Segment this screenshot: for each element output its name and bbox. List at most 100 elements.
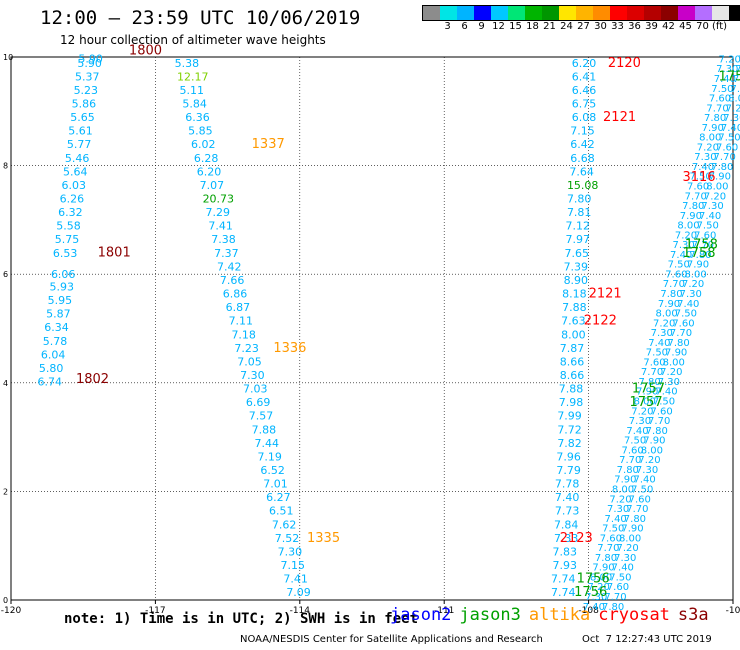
pass-time-label: 1801 <box>98 245 131 260</box>
wave-height-track-value: 7.70 <box>714 152 736 163</box>
scale-swatch <box>610 6 627 20</box>
scale-swatch <box>712 6 729 20</box>
wave-height-value: 7.81 <box>567 206 592 219</box>
wave-height-value: 7.87 <box>560 342 585 355</box>
wave-height-track-value: 7.40 <box>626 426 648 437</box>
scale-label: 45 <box>679 21 692 32</box>
wave-height-value: 15.08 <box>567 179 599 192</box>
scale-label: 6 <box>461 21 468 32</box>
wave-height-track-value: 7.20 <box>719 54 740 65</box>
wave-height-track-value: 7.50 <box>697 221 719 232</box>
wave-height-value: 7.15 <box>570 125 595 138</box>
wave-height-value: 6.03 <box>62 179 87 192</box>
wave-height-track-value: 7.40 <box>605 514 627 525</box>
wave-height-track-value: 7.80 <box>595 553 617 564</box>
wave-height-track-value: 8.00 <box>663 357 685 368</box>
wave-height-value: 7.05 <box>237 355 262 368</box>
wave-height-track-value: 7.80 <box>733 74 740 85</box>
wave-height-value: 5.93 <box>50 280 75 293</box>
scale-swatch <box>729 6 740 20</box>
scale-swatch <box>542 6 559 20</box>
wave-height-track-value: 7.90 <box>592 563 614 574</box>
chart-subtitle: 12 hour collection of altimeter wave hei… <box>60 33 326 47</box>
x-tick-label: -10 <box>726 606 740 616</box>
x-tick-label: -108 <box>578 606 599 616</box>
wave-height-track-value: 7.60 <box>607 582 629 593</box>
wave-height-track-value: 7.30 <box>672 240 694 251</box>
wave-height-track-value: 7.70 <box>641 367 663 378</box>
wave-height-track-value: 7.90 <box>680 211 702 222</box>
scale-label: 39 <box>645 21 658 32</box>
scale-label: 21 <box>543 21 556 32</box>
pass-time-label: 2122 <box>584 314 617 329</box>
wave-height-value: 6.86 <box>223 288 248 301</box>
wave-height-track-value: 7.70 <box>663 279 685 290</box>
wave-height-track-value: 7.30 <box>716 64 738 75</box>
scale-swatch <box>644 6 661 20</box>
wave-height-value: 7.93 <box>553 559 578 572</box>
wave-height-value: 8.00 <box>561 328 586 341</box>
wave-height-value: 5.80 <box>39 362 64 375</box>
wave-height-value: 5.58 <box>56 220 80 233</box>
wave-height-track-value: 7.40 <box>583 602 605 613</box>
wave-height-track-value: 7.20 <box>631 406 653 417</box>
wave-height-value: 8.18 <box>562 288 587 301</box>
wave-height-value: 7.82 <box>557 437 582 450</box>
pass-time-label: 1335 <box>307 531 340 546</box>
wave-height-value: 7.66 <box>220 274 245 287</box>
wave-height-track-value: 7.60 <box>650 406 672 417</box>
wave-height-value: 7.64 <box>569 165 594 178</box>
wave-height-track-value: 7.30 <box>629 416 651 427</box>
wave-height-track-value: 8.00 <box>655 309 677 320</box>
wave-height-track-value: 7.80 <box>602 602 624 613</box>
x-tick-label: -111 <box>434 606 454 616</box>
wave-height-track-value: 7.80 <box>639 377 661 388</box>
wave-height-value: 7.38 <box>211 233 236 246</box>
wave-height-track-value: 7.30 <box>680 289 702 300</box>
wave-height-value: 5.38 <box>175 57 200 70</box>
scale-label: 33 <box>611 21 624 32</box>
wave-height-value: 5.61 <box>68 125 93 138</box>
scale-swatch <box>661 6 678 20</box>
scale-label: 18 <box>526 21 539 32</box>
wave-height-track-value: 7.30 <box>585 592 607 603</box>
wave-height-track-value: 7.70 <box>619 455 641 466</box>
wave-height-track-value: 7.30 <box>658 377 680 388</box>
wave-height-track-value: 7.80 <box>617 465 639 476</box>
scale-swatch <box>457 6 474 20</box>
wave-height-value: 8.90 <box>564 274 589 287</box>
scale-label: 27 <box>577 21 590 32</box>
wave-height-track-value: 7.90 <box>658 299 680 310</box>
wave-height-track-value: 8.00 <box>699 133 721 144</box>
wave-height-track-value: 7.40 <box>699 211 721 222</box>
wave-height-track-value: 7.60 <box>629 494 651 505</box>
wave-height-value: 6.46 <box>572 84 597 97</box>
scale-swatch <box>491 6 508 20</box>
wave-height-value: 6.51 <box>269 505 294 518</box>
wave-height-value: 20.73 <box>203 193 235 206</box>
wave-height-value: 6.69 <box>246 396 271 409</box>
x-tick-label: -120 <box>1 606 22 616</box>
wave-height-track-value: 7.50 <box>631 484 653 495</box>
wave-height-track-value: 7.40 <box>655 387 677 398</box>
scale-swatch <box>576 6 593 20</box>
wave-height-track-value: 7.20 <box>588 582 610 593</box>
color-scale-labels: 3 6 9 12 15 18 21 24 27 30 33 36 39 42 45 70 (ft) <box>422 21 740 32</box>
wave-height-track-value: 7.80 <box>624 514 646 525</box>
wave-height-value: 7.97 <box>565 233 590 246</box>
scale-swatch <box>593 6 610 20</box>
wave-height-value: 5.23 <box>74 84 99 97</box>
wave-height-value: 5.90 <box>78 52 103 65</box>
wave-height-value: 6.75 <box>572 97 597 110</box>
wave-height-track-value: 7.50 <box>718 133 740 144</box>
color-scale-bar <box>422 5 740 21</box>
wave-height-track-value: 7.20 <box>653 318 675 329</box>
wave-height-track-value: 7.60 <box>643 357 665 368</box>
wave-height-track-value: 7.90 <box>731 84 740 95</box>
wave-height-value: 5.95 <box>48 294 72 307</box>
wave-height-track-value: 7.20 <box>617 543 639 554</box>
wave-height-value: 6.36 <box>185 111 210 124</box>
wave-height-track-value: 7.20 <box>675 230 697 241</box>
wave-height-track-value: 7.40 <box>633 475 655 486</box>
